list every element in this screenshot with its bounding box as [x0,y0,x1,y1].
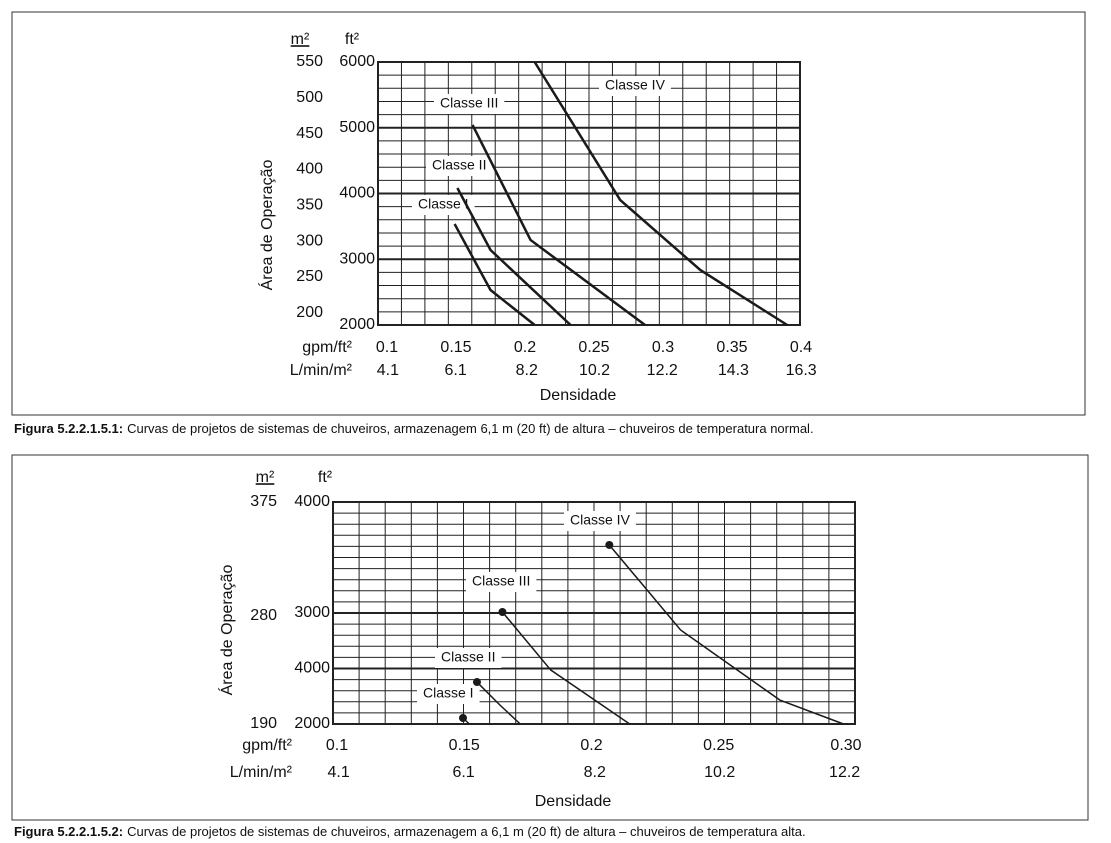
x2-tick-label: 8.2 [584,764,606,781]
x2-tick-label: 4.1 [377,362,399,379]
x-tick-label: 0.2 [514,339,536,356]
x-tick-label: 0.15 [449,737,480,754]
y2-tick-label: 200 [296,304,323,321]
y2-unit: m² [256,469,275,486]
label-bg [564,511,636,531]
caption: Figura 5.2.2.1.5.1: Curvas de projetos de… [14,421,814,436]
series-line [533,61,788,327]
y-axis-label: Área de Operação [257,160,276,291]
x2-tick-label: 6.1 [452,764,474,781]
x-tick-label: 0.30 [830,737,861,754]
y2-tick-label: 350 [296,197,323,214]
series-label: Classe I [423,685,474,701]
start-marker [498,608,507,617]
y2-tick-label: 375 [250,493,277,510]
x2-tick-label: 12.2 [829,764,860,781]
plot-frame [377,61,801,326]
series-label: Classe III [440,95,498,111]
y-tick-label: 4000 [294,493,330,510]
y2-tick-label: 500 [296,89,323,106]
x2-tick-label: 4.1 [327,764,349,781]
x-tick-label: 0.2 [580,737,602,754]
frame [11,454,1089,821]
series-label: Classe II [441,649,495,665]
x-axis-label: Densidade [540,387,617,404]
x2-tick-label: 10.2 [579,362,610,379]
series-label: Classe IV [570,512,631,528]
series-line [608,544,844,725]
y-tick-label: 2000 [294,715,330,732]
y-unit: ft² [318,469,333,486]
series-label: Classe IV [605,77,666,93]
y-unit: ft² [345,31,360,48]
x-axis-label: Densidade [535,793,612,810]
label-bg [417,684,480,704]
x-unit: gpm/ft² [302,339,352,356]
x-unit: gpm/ft² [242,737,292,754]
series-line [501,611,631,725]
series-line [456,187,572,326]
x-tick-label: 0.25 [578,339,609,356]
series-line [453,223,536,326]
label-bg [426,156,493,176]
x-tick-label: 0.1 [326,737,348,754]
label-bg [434,94,505,114]
x2-unit: L/min/m² [230,764,293,781]
y2-tick-label: 550 [296,53,323,70]
caption-text: Curvas de projetos de sistemas de chuvei… [127,824,806,839]
series-line [476,681,521,725]
y-tick-label: 6000 [339,53,375,70]
y2-tick-label: 280 [250,607,277,624]
x2-tick-label: 6.1 [445,362,467,379]
caption-label: Figura 5.2.2.1.5.2: [14,824,123,839]
y2-tick-label: 250 [296,268,323,285]
x-tick-label: 0.25 [703,737,734,754]
series-label: Classe II [432,157,486,173]
y2-tick-label: 300 [296,232,323,249]
series-label: Classe III [472,573,530,589]
label-bg [599,76,671,96]
x-tick-label: 0.35 [716,339,747,356]
label-bg [466,572,537,592]
y-axis-label: Área de Operação [217,565,236,696]
x-tick-label: 0.3 [652,339,674,356]
x2-tick-label: 14.3 [718,362,749,379]
y-tick-label: 3000 [339,250,375,267]
y-tick-label: 3000 [294,604,330,621]
x2-tick-label: 10.2 [704,764,735,781]
caption: Figura 5.2.2.1.5.2: Curvas de projetos de… [14,824,806,839]
caption-label: Figura 5.2.2.1.5.1: [14,421,123,436]
y-tick-label: 2000 [339,316,375,333]
plot-frame [332,501,856,725]
y-tick-label: 5000 [339,119,375,136]
label-bg [412,195,475,215]
y2-unit: m² [291,31,310,48]
x-tick-label: 0.15 [440,339,471,356]
y2-tick-label: 190 [250,715,277,732]
start-marker [472,678,481,687]
frame [11,11,1086,416]
x2-tick-label: 12.2 [647,362,678,379]
x2-tick-label: 8.2 [516,362,538,379]
y2-tick-label: 400 [296,161,323,178]
x2-unit: L/min/m² [290,362,353,379]
label-bg [435,648,502,668]
y2-tick-label: 450 [296,125,323,142]
series-line [471,124,646,327]
y-tick-label: 4000 [339,185,375,202]
start-marker [605,540,614,549]
series-label: Classe I [418,196,469,212]
y-tick-label: 4000 [294,660,330,677]
x-tick-label: 0.4 [790,339,812,356]
x2-tick-label: 16.3 [786,362,817,379]
caption-text: Curvas de projetos de sistemas de chuvei… [127,421,813,436]
start-marker [458,714,467,723]
x-tick-label: 0.1 [376,339,398,356]
